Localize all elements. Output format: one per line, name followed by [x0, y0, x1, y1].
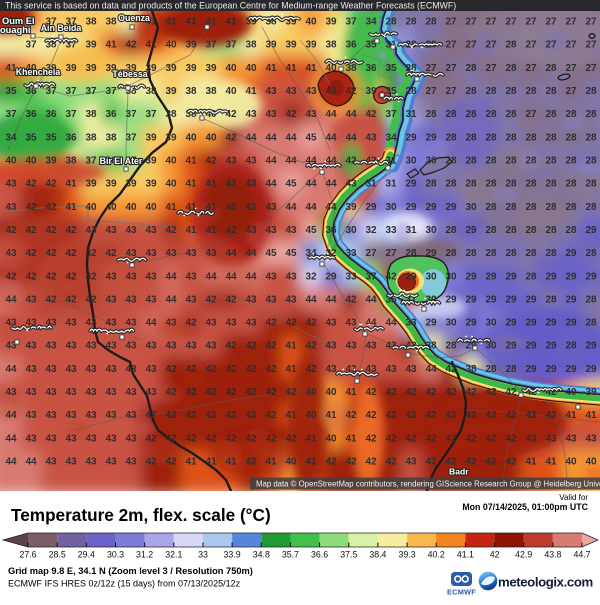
svg-text:meteologix.com: meteologix.com — [498, 575, 593, 590]
svg-text:40.2: 40.2 — [428, 550, 445, 560]
svg-text:31.2: 31.2 — [136, 550, 153, 560]
svg-text:30.3: 30.3 — [107, 550, 124, 560]
svg-text:32.1: 32.1 — [165, 550, 182, 560]
svg-text:ECMWF IFS HRES 0z/12z (15 days: ECMWF IFS HRES 0z/12z (15 days) from 07/… — [8, 579, 241, 589]
svg-text:38.4: 38.4 — [369, 550, 386, 560]
svg-text:Map data © OpenStreetMap contr: Map data © OpenStreetMap contributors, r… — [256, 480, 600, 489]
svg-text:28.5: 28.5 — [49, 550, 66, 560]
svg-text:33: 33 — [198, 550, 208, 560]
svg-text:This service is based on data: This service is based on data and produc… — [5, 1, 456, 11]
svg-text:ECMWF: ECMWF — [447, 588, 476, 597]
svg-text:42.9: 42.9 — [515, 550, 532, 560]
svg-text:42: 42 — [490, 550, 500, 560]
svg-text:35.7: 35.7 — [282, 550, 299, 560]
svg-text:34.8: 34.8 — [253, 550, 270, 560]
svg-text:43.8: 43.8 — [544, 550, 561, 560]
svg-text:39.3: 39.3 — [399, 550, 416, 560]
svg-text:27.6: 27.6 — [19, 550, 36, 560]
svg-text:Valid for: Valid for — [559, 493, 588, 502]
svg-text:37.5: 37.5 — [340, 550, 357, 560]
svg-text:Mon 07/14/2025, 01:00pm UTC: Mon 07/14/2025, 01:00pm UTC — [462, 502, 588, 512]
svg-text:Temperature 2m, flex. scale (°: Temperature 2m, flex. scale (°C) — [11, 505, 271, 525]
svg-text:41.1: 41.1 — [457, 550, 474, 560]
svg-text:33.9: 33.9 — [224, 550, 241, 560]
svg-text:Grid map 9.8 E, 34.1 N (Zoom l: Grid map 9.8 E, 34.1 N (Zoom level 3 / R… — [8, 566, 253, 576]
svg-text:29.4: 29.4 — [78, 550, 95, 560]
svg-text:36.6: 36.6 — [311, 550, 328, 560]
svg-text:44.7: 44.7 — [573, 550, 590, 560]
